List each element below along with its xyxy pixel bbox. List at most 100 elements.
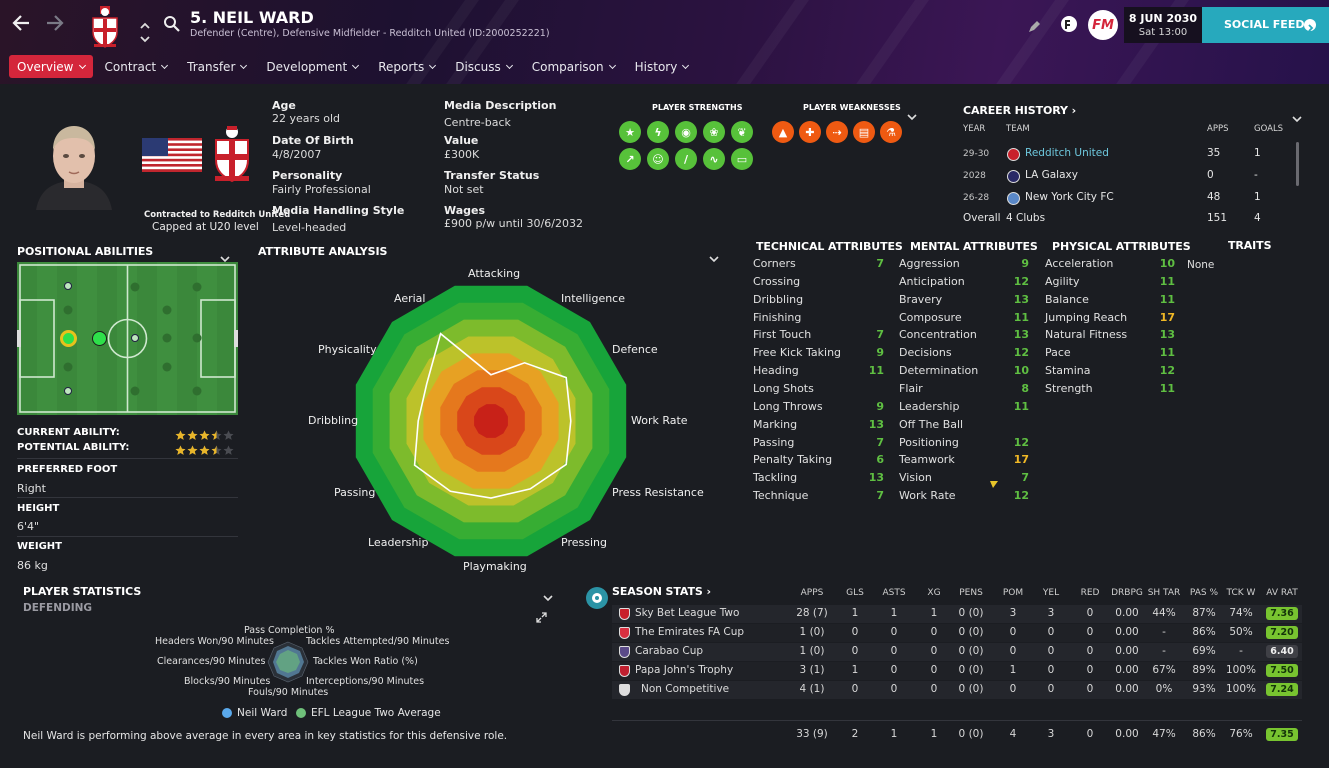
table-cell: 0 [1047, 626, 1055, 638]
back-arrow-icon[interactable] [10, 12, 32, 34]
edit-icon[interactable] [1027, 19, 1041, 33]
attribute-name: Free Kick Taking [753, 346, 842, 360]
career-goals: 1 [1254, 191, 1261, 203]
career-year: 2028 [963, 171, 986, 181]
value-value: £300K [444, 148, 480, 161]
competition-name[interactable]: Carabao Cup [635, 645, 704, 657]
weaknesses-chevron-icon[interactable] [907, 106, 917, 121]
season-stats-title[interactable]: SEASON STATS › [612, 585, 711, 598]
tab-history[interactable]: History [627, 55, 697, 78]
attribute-value: 11 [1159, 274, 1175, 288]
star-icon [199, 441, 210, 455]
season-col-header: TCK W [1226, 588, 1256, 598]
season-col-header: RED [1080, 588, 1100, 598]
height-label: HEIGHT [17, 503, 60, 514]
date-box[interactable]: 8 JUN 2030 Sat 13:00 [1124, 7, 1202, 43]
competition-name[interactable]: Sky Bet League Two [635, 607, 740, 619]
attribute-value: 11 [1013, 399, 1029, 413]
star-icon [175, 441, 186, 455]
fm-logo[interactable]: FM [1088, 10, 1118, 40]
star-icon [175, 426, 186, 440]
header-bar: 5. NEIL WARD Defender (Centre), Defensiv… [0, 0, 1329, 84]
competition-name[interactable]: Non Competitive [641, 683, 730, 695]
career-team[interactable]: LA Galaxy [1025, 169, 1078, 181]
player-up-icon[interactable] [140, 15, 150, 29]
tab-overview[interactable]: Overview [9, 55, 93, 78]
season-col-header: SH TAR [1147, 588, 1181, 598]
career-chevron-icon[interactable] [1292, 108, 1302, 123]
career-apps: 48 [1207, 191, 1221, 203]
career-team[interactable]: New York City FC [1025, 191, 1114, 203]
competition-name[interactable]: The Emirates FA Cup [635, 626, 745, 638]
stat-label-interceptions: Interceptions/90 Minutes [306, 676, 425, 687]
player-down-icon[interactable] [140, 28, 150, 43]
attribute-name: Bravery [899, 292, 943, 306]
table-cell: 0.00 [1115, 626, 1139, 638]
potential-ability-label: POTENTIAL ABILITY: [17, 442, 130, 453]
trend-icon: ↗ [619, 148, 641, 170]
page-title: 5. NEIL WARD [190, 8, 314, 27]
positional-chevron-icon[interactable] [220, 248, 230, 263]
table-row[interactable] [612, 624, 1302, 642]
wave-icon: ∿ [703, 148, 725, 170]
career-total-goals: 4 [1254, 212, 1261, 224]
tab-comparison[interactable]: Comparison [524, 55, 623, 78]
table-cell: 1 [930, 607, 938, 619]
season-col-header: AV RAT [1266, 588, 1298, 598]
player-stats-chevron-icon[interactable] [543, 587, 553, 602]
fm-logo-small-icon[interactable] [1059, 14, 1079, 34]
tab-discuss[interactable]: Discuss [447, 55, 520, 78]
table-row[interactable] [612, 681, 1302, 699]
table-row[interactable] [612, 605, 1302, 623]
tab-label: Reports [378, 59, 425, 74]
attribute-name: Concentration [899, 328, 977, 342]
search-icon[interactable] [163, 15, 181, 33]
competition-name[interactable]: Papa John's Trophy [635, 664, 734, 676]
legend-player-label: Neil Ward [237, 707, 288, 719]
attribute-value: 7 [1021, 471, 1029, 485]
expand-icon[interactable] [536, 608, 547, 623]
leaves-icon: ❦ [731, 121, 753, 143]
total-cell: 2 [851, 728, 859, 740]
attribute-name: Balance [1045, 292, 1089, 306]
tab-contract[interactable]: Contract [97, 55, 176, 78]
table-cell: 0 [1009, 645, 1017, 657]
tab-label: Development [266, 59, 348, 74]
attribute-name: Passing [753, 435, 795, 449]
wages-label: Wages [444, 204, 486, 217]
career-row[interactable]: 26-28 New York City FC 48 1 [963, 191, 1293, 209]
career-row[interactable]: 2028 LA Galaxy 0 - [963, 169, 1293, 187]
competition-icon [619, 646, 630, 658]
career-row[interactable]: 29-30 Redditch United 35 1 [963, 147, 1293, 165]
tab-transfer[interactable]: Transfer [179, 55, 254, 78]
tab-reports[interactable]: Reports [370, 55, 443, 78]
table-cell: 50% [1229, 626, 1253, 638]
table-row[interactable] [612, 643, 1302, 661]
transfer-label: Transfer Status [444, 169, 540, 182]
analysis-chevron-icon[interactable] [709, 248, 719, 263]
season-col-header: POM [1002, 588, 1024, 598]
positional-title: POSITIONAL ABILITIES [17, 245, 154, 258]
table-cell: 0.00 [1115, 664, 1139, 676]
career-scrollbar[interactable] [1296, 142, 1299, 186]
career-team[interactable]: Redditch United [1025, 147, 1109, 159]
social-feed-button[interactable]: SOCIAL FEED [1202, 7, 1329, 43]
tab-bar: Overview Contract Transfer Development R… [9, 55, 696, 78]
star-icon [223, 441, 234, 455]
career-col-goals: GOALS [1254, 124, 1284, 134]
career-history-title[interactable]: CAREER HISTORY › [963, 104, 1076, 117]
forward-arrow-icon[interactable] [44, 12, 66, 34]
season-col-header: APPS [800, 588, 824, 598]
club-crest-icon[interactable] [90, 6, 120, 48]
chevron-right-icon [1304, 19, 1316, 32]
table-row[interactable] [612, 662, 1302, 680]
attribute-name: Jumping Reach [1045, 310, 1128, 324]
player-stats-note: Neil Ward is performing above average in… [23, 730, 508, 742]
table-cell: 1 [851, 607, 859, 619]
current-ability-label: CURRENT ABILITY: [17, 427, 120, 438]
preferred-foot-label: PREFERRED FOOT [17, 464, 118, 475]
tab-development[interactable]: Development [258, 55, 366, 78]
chevron-right-icon: › [1071, 104, 1077, 117]
attribute-name: First Touch [753, 328, 812, 342]
